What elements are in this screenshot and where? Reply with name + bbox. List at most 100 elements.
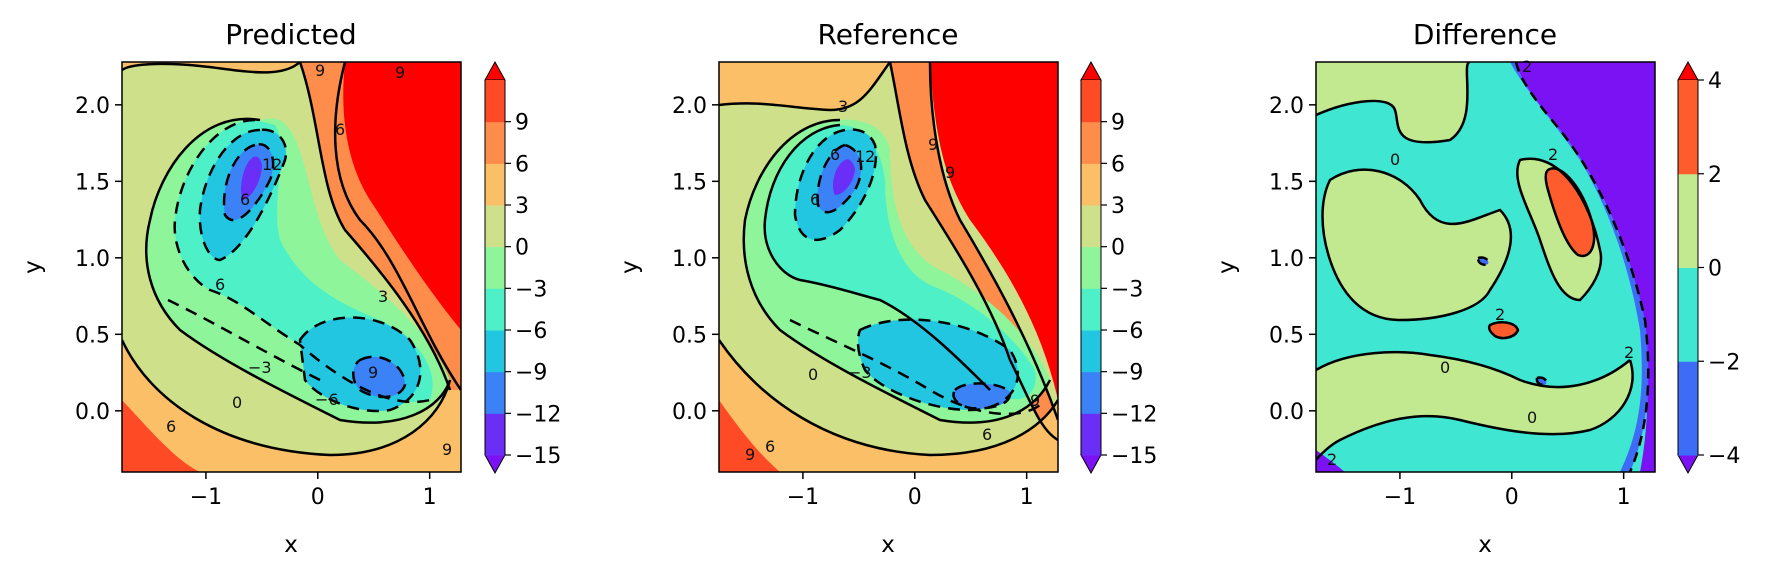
colorbar-tick-label: −12 [515,402,561,427]
contour-region-red-small [1489,322,1518,338]
colorbar-tick-label: −3 [515,277,547,302]
y-axis-label: y [1214,260,1240,274]
colorbar-segment [1081,205,1101,248]
x-tick-label: 1 [1617,485,1631,510]
x-tick-label: 0 [311,485,325,510]
contour-labels: 0 2 2 0 0 2 2 2 [1327,57,1634,469]
colorbar-under-arrow [1677,454,1699,475]
contour-region-violet-corner [1316,450,1345,472]
colorbar-segment [1678,267,1698,362]
contour-region-green-top [1316,62,1470,143]
colorbar-tick-label: −3 [1111,277,1143,302]
colorbar-outline [1080,80,1102,455]
y-tick-label: 1.0 [75,247,110,272]
colorbar-tick-label: 0 [1111,236,1125,261]
contour-label: 0 [1440,358,1450,377]
colorbar-outline [484,80,506,455]
y-tick-label: 1.5 [75,170,110,195]
panel-title: Difference [1413,18,1557,51]
colorbar-segment [1678,361,1698,456]
contour-label: 9 [442,440,452,459]
contour-label: 6 [830,145,840,164]
colorbar: −4 −2 0 2 4 [1677,60,1740,475]
contour-region-red [1545,168,1595,256]
contour-region-red-corner [719,400,780,472]
x-tick-label: −1 [787,485,819,510]
y-tick-label: 0.0 [75,400,110,425]
colorbar-segment [1678,173,1698,268]
colorbar-tick-label: 3 [515,194,529,219]
y-tick-label: 1.0 [1269,247,1304,272]
contour-lines [122,62,461,457]
colorbar-segment [485,330,505,373]
x-axis-label: x [1478,532,1492,558]
colorbar-tick-label: −2 [1708,350,1740,375]
colorbar-tick-label: −6 [515,319,547,344]
contour-label: 9 [315,61,325,80]
colorbar-tick-label: 9 [515,111,529,136]
axes-frame [1315,61,1656,473]
colorbar-segment [485,205,505,248]
contour-region-blue-bottom [353,356,405,397]
contour-label: 2 [1495,305,1505,324]
colorbar-segment [1678,80,1698,175]
x-axis-label: x [284,532,298,558]
colorbar-segment [485,413,505,456]
colorbar-tick-label: 6 [515,152,529,177]
y-tick-label: 0.0 [672,400,707,425]
contour-label: −6 [315,390,339,409]
colorbar-tick-label: 3 [1111,194,1125,219]
x-tick-label: 1 [423,485,437,510]
contour-region-violet [1516,62,1655,472]
colorbar-segment [1081,121,1101,164]
contour-fill [719,62,1058,472]
y-tick-label: 0.0 [1269,400,1304,425]
colorbar-over-arrow [484,60,506,81]
contour-region-orange-bottom [719,340,1058,472]
x-tick-label: −1 [1384,485,1416,510]
contour-region-green-right [1517,158,1601,300]
contour-region-blue-bottom [953,383,1011,409]
colorbar-segment [1081,246,1101,289]
contour-region-red-corner [122,400,200,472]
colorbar-under-arrow [484,454,506,475]
x-tick-label: −1 [190,485,222,510]
colorbar-over-arrow [1080,60,1102,81]
colorbar-segment [485,80,505,123]
x-tick-label: 1 [1020,485,1034,510]
contour-fill [1316,62,1655,472]
colorbar-segment [1081,371,1101,414]
x-axis-label: x [881,532,895,558]
contour-label: 9 [368,363,378,382]
y-tick-label: 2.0 [672,94,707,119]
contour-label: 6 [810,190,820,209]
contour-label: 2 [1548,145,1558,164]
colorbar-tick-label: −9 [1111,361,1143,386]
panel-reference: Reference [617,18,1157,558]
colorbar-segment [1081,330,1101,373]
panel-predicted: Predicted [20,18,561,558]
colorbar: −15 −12 −9 −6 −3 0 3 6 9 [484,60,561,475]
colorbar-segment [485,246,505,289]
colorbar-tick-label: −12 [1111,402,1157,427]
colorbar-tick-label: −15 [515,444,561,469]
colorbar-under-arrow [1080,454,1102,475]
contour-region-violet-top [833,159,855,195]
colorbar-tick-label: −15 [1111,444,1157,469]
contour-label: 9 [395,63,405,82]
contour-lines [719,62,1058,457]
contour-label: 3 [378,287,388,306]
panel-difference: Difference 0 [1214,18,1740,558]
axes-frame [121,61,462,473]
colorbar-segment [485,121,505,164]
y-tick-label: 0.5 [75,323,110,348]
y-tick-label: 0.5 [672,323,707,348]
contour-region-orange-bottom [122,340,461,472]
contour-label: −3 [248,358,272,377]
contour-label: 2 [1624,343,1634,362]
y-tick-label: 2.0 [75,94,110,119]
contour-label: 6 [166,417,176,436]
contour-label: 2 [1522,57,1532,76]
contour-label: 6 [335,120,345,139]
contour-label: 12 [262,155,282,174]
